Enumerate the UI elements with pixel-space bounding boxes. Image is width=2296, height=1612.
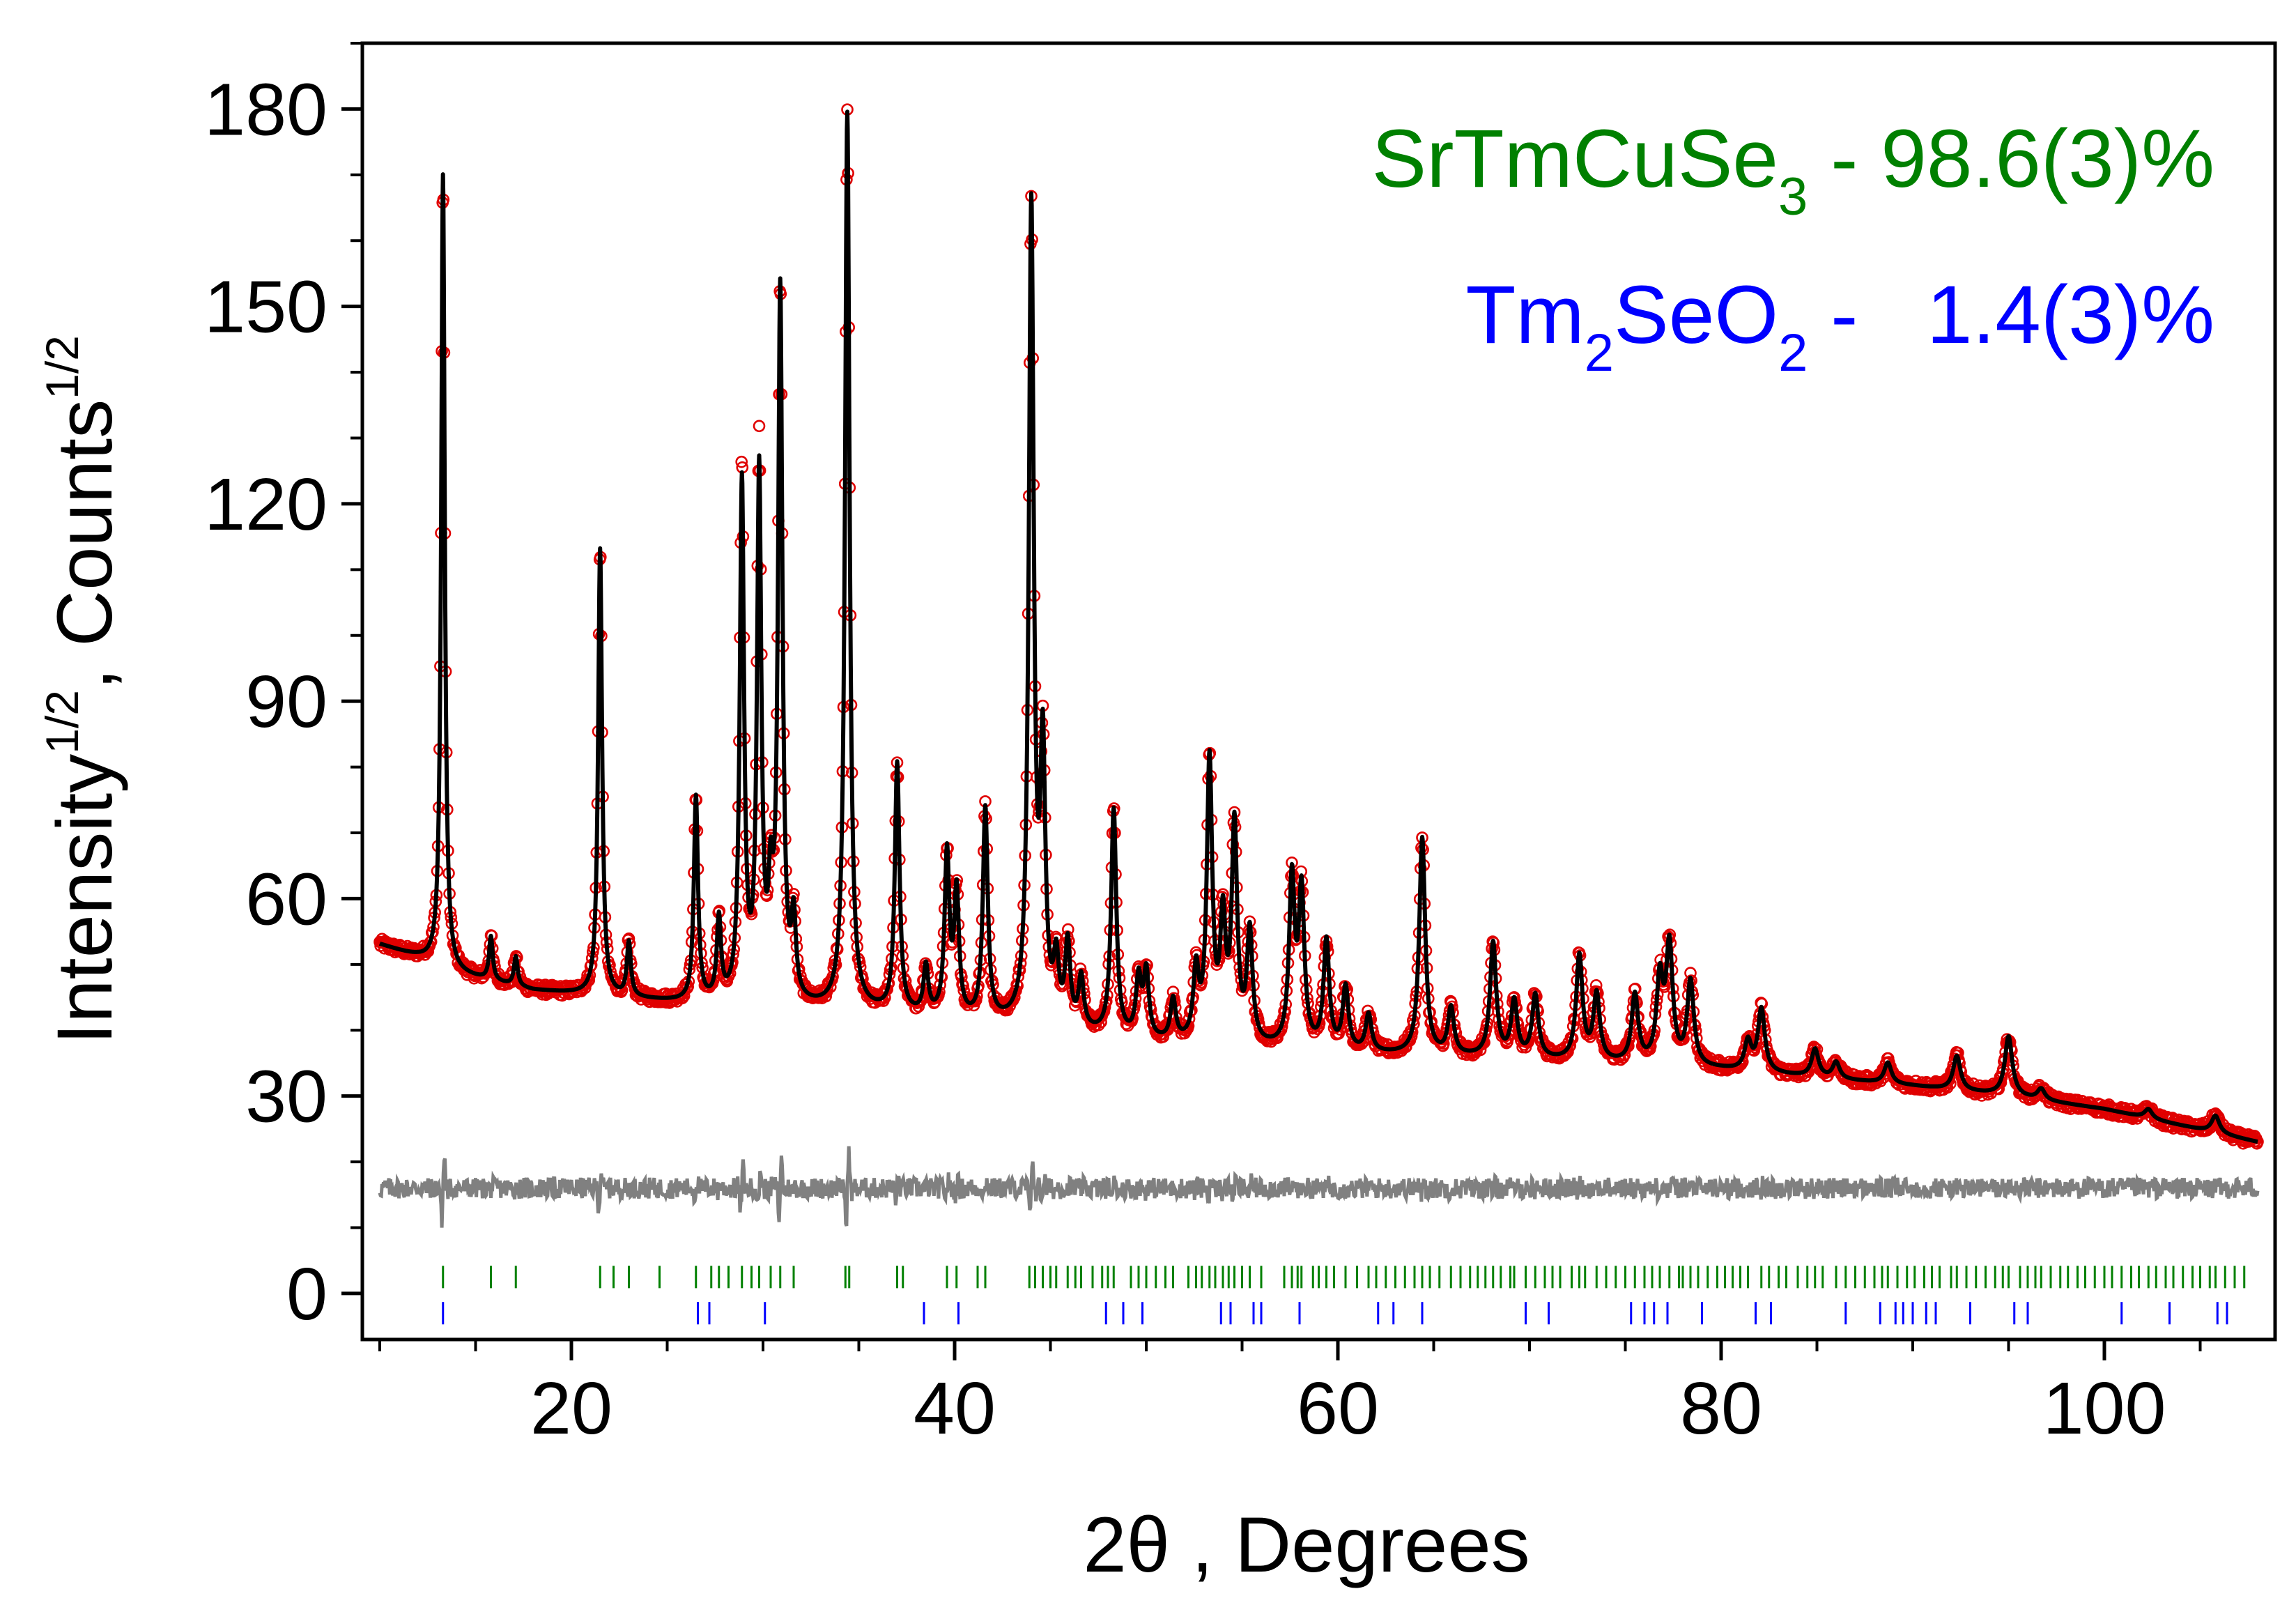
phase2-reflections	[442, 1302, 2228, 1325]
observed-point	[753, 420, 766, 433]
legend: SrTmCuSe3 - 98.6(3)% Tm2SeO2 - 1.4(3)%	[1372, 113, 2215, 383]
x-axis-title: 2θ , Degrees	[1083, 1501, 1530, 1588]
legend-phase-1-sub: 3	[1778, 167, 1808, 227]
y-axis-title-mid: , Counts	[41, 399, 128, 690]
observed-point	[735, 455, 748, 468]
y-tick-label: 30	[245, 1056, 328, 1138]
y-tick-label: 0	[286, 1253, 328, 1335]
y-axis-title-sup2: 1/2	[36, 335, 88, 399]
x-tick-label: 80	[1680, 1367, 1762, 1450]
phase1-reflections	[442, 1266, 2246, 1289]
legend-phase-2-name-a: Tm	[1465, 269, 1584, 361]
x-tick-label: 60	[1297, 1367, 1379, 1450]
legend-phase-1-name: SrTmCuSe	[1372, 113, 1779, 205]
y-axis-title-base: Intensity	[41, 754, 128, 1045]
legend-phase-2-sub-b: 2	[1778, 323, 1808, 383]
y-tick-label: 90	[245, 661, 328, 743]
y-axis-title: Intensity1/2, Counts1/2	[36, 335, 128, 1045]
observed-series	[373, 103, 2264, 1150]
y-tick-label: 120	[204, 463, 328, 546]
y-tick-label: 150	[204, 266, 328, 348]
legend-phase-2: Tm2SeO2 - 1.4(3)%	[1465, 269, 2214, 383]
difference-line	[378, 1146, 2260, 1228]
y-tick-label: 180	[204, 68, 328, 151]
legend-phase-1: SrTmCuSe3 - 98.6(3)%	[1372, 113, 2215, 227]
x-tick-label: 100	[2043, 1367, 2166, 1450]
legend-phase-2-name-b: SeO	[1614, 269, 1778, 361]
y-tick-label: 60	[245, 858, 328, 940]
legend-phase-2-fraction: - 1.4(3)%	[1808, 269, 2214, 361]
legend-phase-2-sub-a: 2	[1585, 323, 1614, 383]
y-axis-title-sup1: 1/2	[36, 690, 88, 754]
x-tick-label: 20	[530, 1367, 612, 1450]
plot-frame	[360, 41, 2277, 1342]
legend-phase-1-fraction: - 98.6(3)%	[1808, 113, 2214, 205]
x-tick-label: 40	[914, 1367, 996, 1450]
